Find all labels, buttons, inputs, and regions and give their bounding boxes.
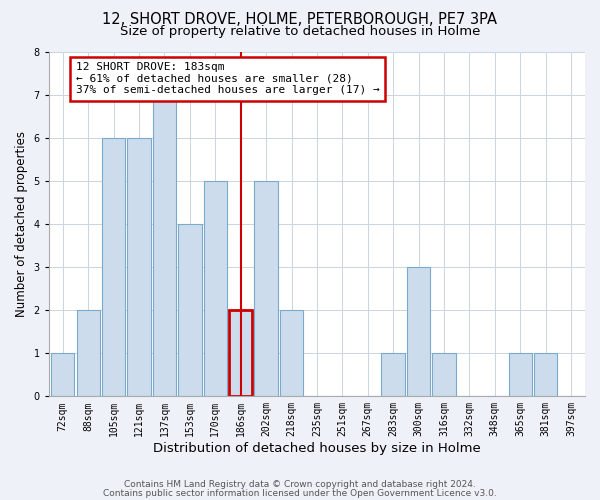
Bar (51, 353, 74, 397)
Bar (229, 310, 253, 396)
Bar (77, 310, 100, 396)
Bar (382, 353, 405, 397)
Text: 12 SHORT DROVE: 183sqm
← 61% of detached houses are smaller (28)
37% of semi-det: 12 SHORT DROVE: 183sqm ← 61% of detached… (76, 62, 379, 96)
Text: Contains HM Land Registry data © Crown copyright and database right 2024.: Contains HM Land Registry data © Crown c… (124, 480, 476, 489)
Y-axis label: Number of detached properties: Number of detached properties (15, 131, 28, 317)
Bar (203, 181, 227, 396)
Bar (534, 353, 557, 397)
Bar (280, 310, 303, 396)
Text: Size of property relative to detached houses in Holme: Size of property relative to detached ho… (120, 25, 480, 38)
X-axis label: Distribution of detached houses by size in Holme: Distribution of detached houses by size … (153, 442, 481, 455)
Bar (509, 353, 532, 397)
Bar (254, 181, 278, 396)
Bar (432, 353, 455, 397)
Bar (153, 94, 176, 397)
Text: Contains public sector information licensed under the Open Government Licence v3: Contains public sector information licen… (103, 488, 497, 498)
Bar (127, 138, 151, 396)
Bar (407, 267, 430, 396)
Bar (102, 138, 125, 396)
Text: 12, SHORT DROVE, HOLME, PETERBOROUGH, PE7 3PA: 12, SHORT DROVE, HOLME, PETERBOROUGH, PE… (103, 12, 497, 28)
Bar (178, 224, 202, 396)
